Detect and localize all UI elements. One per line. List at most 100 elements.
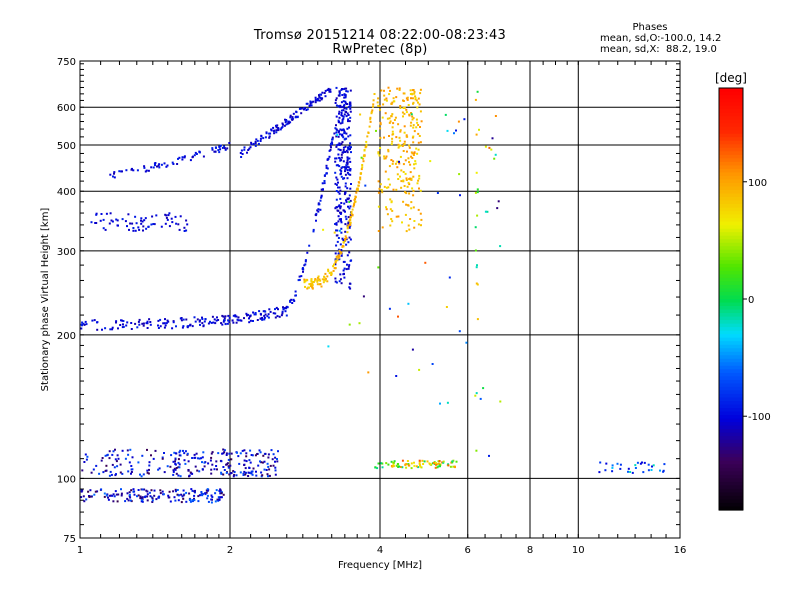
o-cusp-point <box>344 223 347 226</box>
o-upper-point <box>165 214 168 217</box>
x-trace-point <box>346 225 349 228</box>
scatter-point <box>484 210 487 213</box>
o-diag-point <box>324 89 327 92</box>
o-cusp-point <box>338 280 341 283</box>
e-layer-point <box>210 498 213 501</box>
x-trace-point <box>311 282 314 285</box>
e-layer-point <box>105 494 108 497</box>
e-layer-point <box>380 462 383 465</box>
x-cusp-point <box>414 96 417 99</box>
x-trace-point <box>349 222 352 225</box>
colorbar-band <box>719 133 743 138</box>
e-layer-point <box>200 491 203 493</box>
e-layer-point <box>137 461 140 464</box>
o-trace-point <box>213 318 216 321</box>
x-cusp-point <box>392 97 395 100</box>
e-layer-point <box>100 459 103 462</box>
o-trace-point <box>289 300 292 303</box>
e-layer-point <box>215 489 218 492</box>
e-layer-point <box>93 493 96 496</box>
x-cusp-point <box>383 185 386 188</box>
o-cusp-point <box>346 112 349 115</box>
e-layer-point <box>228 452 231 455</box>
x-trace-point <box>318 278 321 281</box>
x-cusp-point <box>406 150 408 153</box>
e-layer-point <box>148 464 151 467</box>
o-upper-point <box>221 146 224 149</box>
e-layer-point <box>150 454 152 457</box>
x-trace-point <box>323 275 325 278</box>
o-diag-point <box>299 107 302 110</box>
e-layer-point <box>210 472 213 475</box>
x-cusp-point <box>414 95 417 98</box>
x-cusp-point <box>402 99 404 102</box>
x-trace-point <box>350 211 353 213</box>
e-layer-point <box>108 494 111 497</box>
e-layer-point <box>185 500 188 503</box>
colorbar-band <box>719 443 743 448</box>
x-cusp-point <box>379 183 382 186</box>
x-trace-point <box>354 198 356 200</box>
colorbar-band <box>719 464 743 469</box>
o-diag-point <box>243 146 246 149</box>
o-upper-point <box>175 222 178 225</box>
o-cusp-point <box>345 218 348 221</box>
e-layer-point <box>230 452 233 455</box>
x-trace-point <box>337 254 340 257</box>
x-cusp-point <box>379 123 382 126</box>
e-layer-point <box>130 472 132 475</box>
o-cusp-point <box>339 207 342 210</box>
o-cusp-point <box>349 160 352 163</box>
x-cusp-point <box>379 108 381 111</box>
o-cusp-point <box>342 105 345 107</box>
o-diag-point <box>285 119 288 122</box>
o-upper-point <box>158 166 161 169</box>
o-trace-point <box>146 327 149 329</box>
o-trace-point <box>318 203 321 206</box>
x-cusp-point <box>397 123 400 126</box>
e-layer-point <box>191 499 194 502</box>
o-upper-point <box>100 213 103 215</box>
o-trace-point <box>163 322 166 325</box>
e-layer-point <box>274 473 277 476</box>
e-layer-point <box>248 459 251 462</box>
x-trace-point <box>334 261 337 264</box>
x-cusp-point <box>409 218 412 220</box>
scatter-point <box>476 188 479 191</box>
o-trace-point <box>294 290 297 293</box>
e-layer-point <box>152 457 155 460</box>
x-cusp-point <box>388 183 391 186</box>
x-trace-point <box>330 271 333 274</box>
colorbar-band <box>719 116 743 121</box>
o-cusp-point <box>342 117 345 120</box>
o-upper-point <box>211 148 214 151</box>
o-diag-point <box>300 112 303 115</box>
x-cusp-point <box>403 140 406 143</box>
e-layer-point <box>235 474 238 477</box>
e-layer-point <box>395 464 398 467</box>
o-trace-point <box>231 319 234 322</box>
x-trace-point <box>318 283 321 286</box>
o-trace-point <box>295 294 297 297</box>
o-diag-point <box>316 97 319 100</box>
o-upper-point <box>218 151 221 154</box>
e-layer-point <box>159 489 162 492</box>
x-cusp-point <box>390 143 393 146</box>
colorbar-band <box>719 495 743 501</box>
o-cusp-point <box>341 109 343 112</box>
e-layer-point <box>146 448 148 451</box>
colorbar-band <box>719 450 743 455</box>
o-cusp-point <box>339 106 341 109</box>
x-trace-point <box>313 279 316 282</box>
x-trace-point <box>354 200 357 203</box>
o-trace-point <box>117 327 119 330</box>
o-trace-point <box>199 319 201 322</box>
o-cusp-point <box>339 189 342 192</box>
e-layer-point <box>217 499 220 502</box>
o-trace-point <box>317 210 320 213</box>
scatter-point <box>457 120 460 123</box>
x-trace-point <box>362 157 365 160</box>
o-diag-point <box>323 92 326 94</box>
scatter-point <box>488 454 490 457</box>
o-upper-point <box>171 161 174 164</box>
